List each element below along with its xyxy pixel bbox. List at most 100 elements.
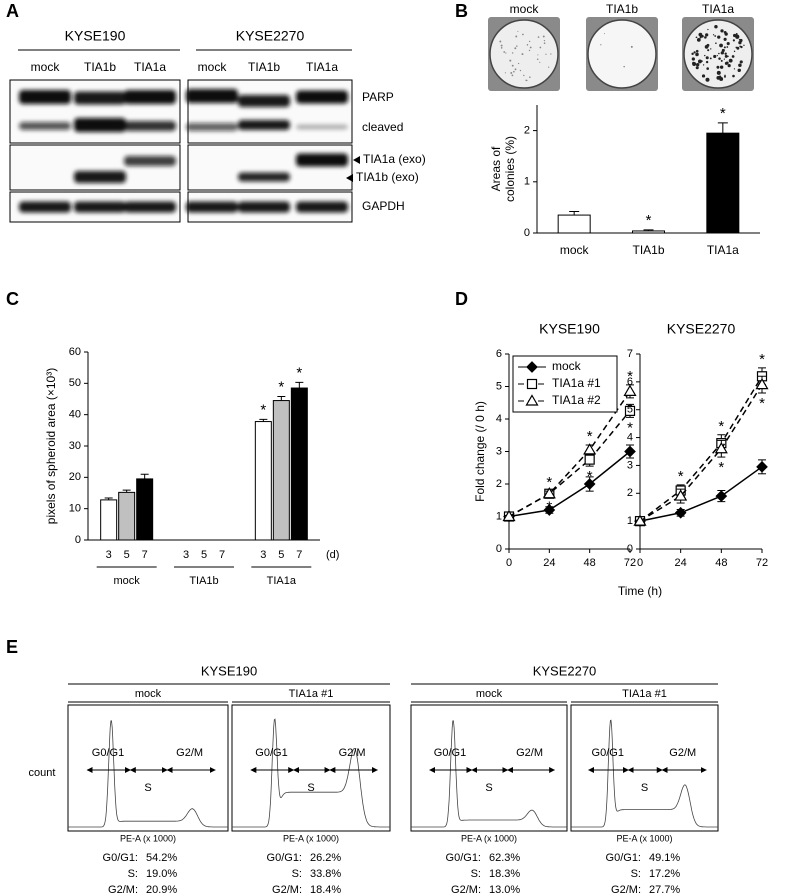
gate-label: G2/M: [516, 747, 543, 759]
series-line: [639, 384, 763, 522]
band: [296, 201, 348, 213]
significance: *: [278, 378, 284, 395]
stat-value: 19.0%: [146, 868, 177, 880]
panel-name: TIA1a #1: [622, 688, 667, 700]
bar: [290, 387, 308, 541]
speck: [701, 60, 703, 62]
speck: [691, 52, 694, 56]
speck: [516, 45, 518, 47]
significance: *: [296, 364, 302, 381]
x-tick-label: 5: [201, 549, 207, 561]
point: [584, 454, 595, 465]
gate-label: S: [485, 782, 492, 794]
x-tick-label: 48: [715, 557, 727, 569]
y-tick-label: 1: [627, 515, 633, 527]
speck: [705, 56, 709, 60]
speck: [695, 66, 699, 70]
speck: [699, 34, 702, 37]
speck: [691, 57, 695, 61]
speck: [727, 64, 731, 68]
legend-label: TIA1a #2: [552, 393, 601, 407]
speck: [706, 43, 710, 47]
panel-label: B: [455, 1, 468, 21]
group-label: TIA1b: [189, 575, 218, 587]
y-tick-label: 0: [627, 543, 633, 555]
y-tick-label: 2: [496, 478, 502, 490]
x-tick-label: 24: [543, 557, 555, 569]
speck: [713, 54, 717, 59]
stat-value: 49.1%: [649, 852, 680, 864]
x-tick-label: 72: [624, 557, 636, 569]
legend-label: TIA1a #1: [552, 376, 601, 390]
speck: [499, 40, 502, 43]
speck: [696, 38, 701, 42]
speck: [695, 63, 700, 67]
speck: [712, 34, 715, 36]
x-tick-label: 72: [756, 557, 768, 569]
x-tick-label: 3: [183, 549, 189, 561]
speck: [701, 74, 706, 78]
stat-value: 62.3%: [489, 852, 520, 864]
speck: [718, 52, 720, 55]
speck: [728, 58, 733, 63]
band: [74, 118, 126, 132]
y-axis-label: Fold change (/ 0 h): [473, 401, 487, 502]
band-label: TIA1a (exo): [363, 152, 426, 166]
stat-label: G0/G1:: [606, 852, 641, 864]
speck: [510, 71, 513, 74]
speck: [528, 40, 531, 43]
significance: *: [718, 418, 724, 435]
significance: *: [720, 105, 726, 122]
speck: [723, 37, 727, 41]
speck: [738, 63, 742, 67]
speck: [701, 34, 704, 38]
speck: [537, 54, 539, 56]
lane-label: TIA1a: [134, 60, 166, 74]
speck: [539, 61, 541, 63]
x-axis-label: PE-A (x 1000): [616, 833, 672, 843]
histogram-frame: [67, 704, 229, 832]
point: [526, 378, 538, 390]
significance: *: [646, 212, 652, 229]
speck: [733, 50, 736, 53]
bands: [19, 90, 176, 213]
speck: [529, 46, 532, 49]
speck: [537, 36, 540, 38]
gate-label: G2/M: [176, 747, 203, 759]
error-bar: [717, 122, 728, 134]
gate-label: S: [641, 782, 648, 794]
bar: [557, 214, 591, 234]
image-label: TIA1b: [606, 2, 638, 16]
speck: [720, 29, 724, 33]
x-tick-label: TIA1b: [632, 243, 664, 257]
image-label: mock: [510, 2, 540, 16]
band: [19, 201, 71, 213]
speck: [505, 52, 507, 54]
significance: *: [678, 468, 684, 485]
speck: [525, 79, 527, 81]
speck: [509, 59, 512, 62]
histogram-frame: [570, 704, 719, 832]
bar: [118, 491, 136, 541]
band: [124, 201, 176, 213]
significance: *: [627, 368, 633, 385]
speck: [517, 62, 520, 65]
stat-value: 20.9%: [146, 884, 177, 896]
bar: [706, 132, 740, 234]
speck: [702, 64, 705, 66]
speck: [623, 65, 625, 68]
point: [633, 514, 647, 526]
speck: [743, 44, 745, 46]
speck: [692, 61, 695, 65]
speck: [714, 35, 717, 37]
gate-label: G2/M: [339, 747, 366, 759]
histogram-frame: [231, 704, 391, 832]
image-label: TIA1a: [702, 2, 734, 16]
y-tick-label: 50: [69, 377, 81, 389]
speck: [545, 53, 547, 55]
speck: [719, 43, 723, 48]
panel-name: mock: [135, 688, 162, 700]
point: [623, 384, 637, 396]
band: [186, 123, 238, 131]
